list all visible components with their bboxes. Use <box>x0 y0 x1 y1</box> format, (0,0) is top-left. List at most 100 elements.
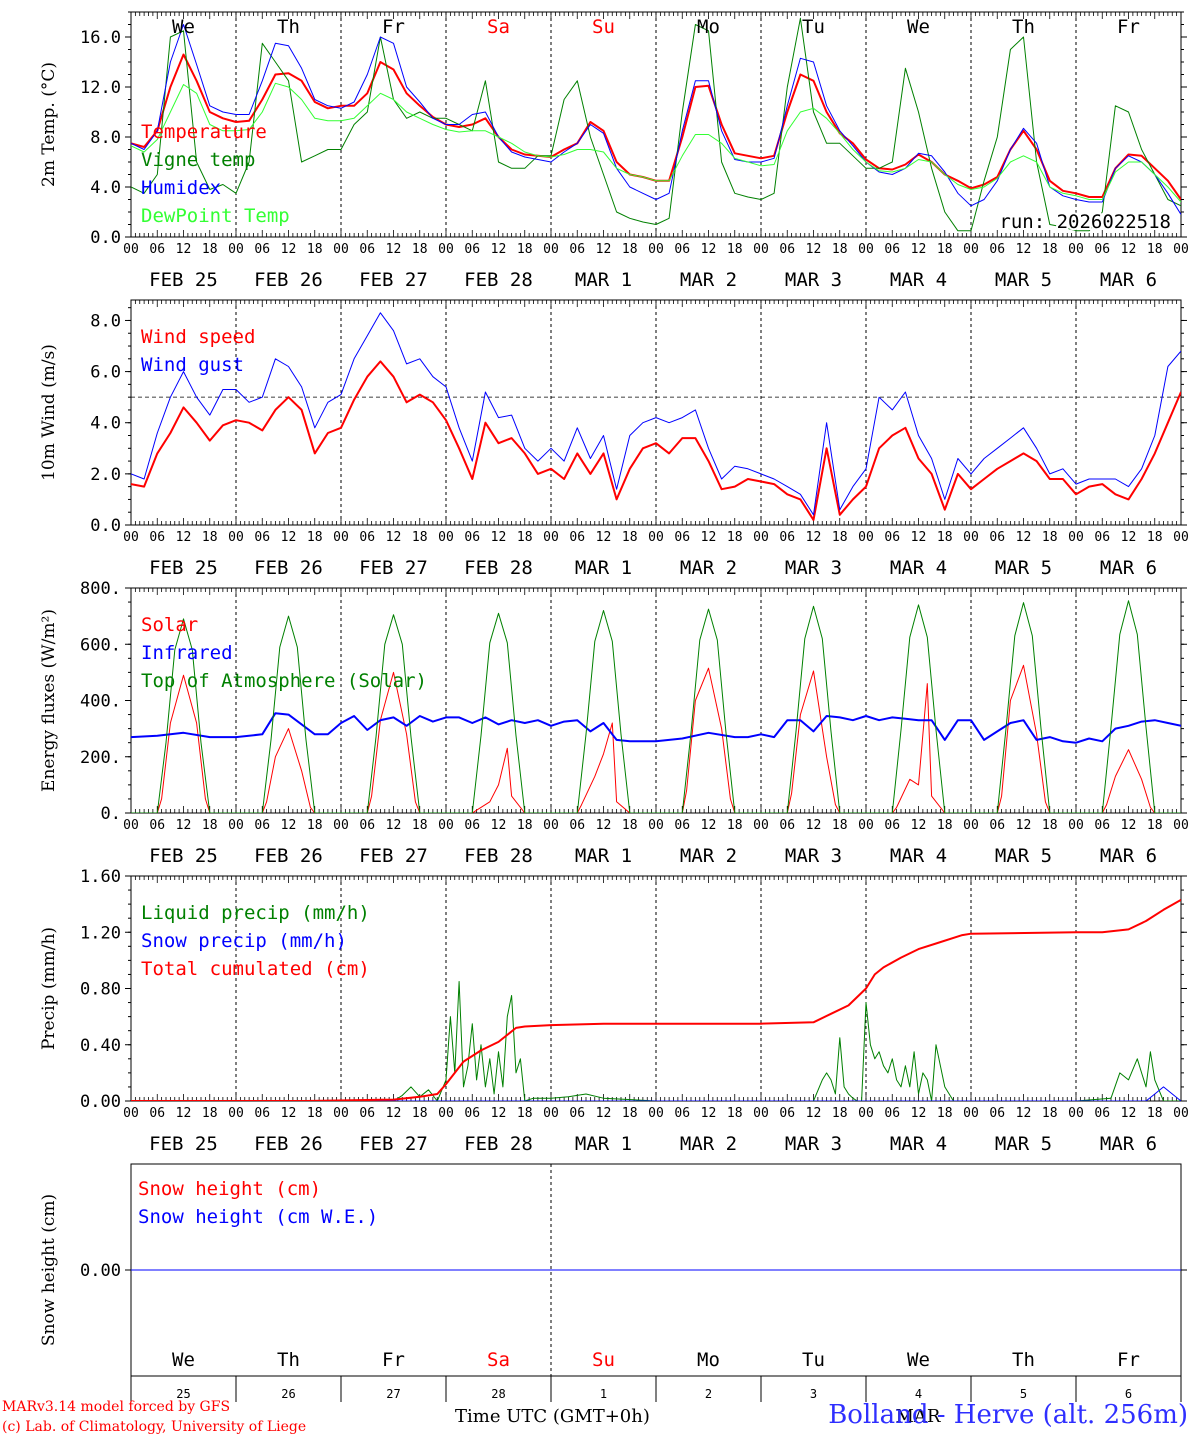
hour-label: 18 <box>202 242 218 257</box>
legend-entry: Humidex <box>141 177 221 199</box>
weekday-label: Su <box>592 16 615 38</box>
hour-label: 18 <box>517 1106 533 1121</box>
y-tick-label: 0.00 <box>80 1092 121 1112</box>
hour-label: 12 <box>596 530 612 545</box>
weekday-label: Th <box>277 16 300 38</box>
series-line <box>131 712 1181 744</box>
hour-label: 18 <box>412 1106 428 1121</box>
hour-label: 18 <box>202 818 218 833</box>
date-label: MAR 4 <box>890 845 947 867</box>
day-number: 6 <box>1125 1387 1132 1401</box>
hour-label: 00 <box>753 818 769 833</box>
legend-entry: Snow height (cm W.E.) <box>138 1206 378 1228</box>
y-tick-label: 12.0 <box>80 78 121 98</box>
date-label: FEB 26 <box>254 269 323 291</box>
date-label: MAR 2 <box>680 269 737 291</box>
legend-entry: Total cumulated (cm) <box>141 958 370 980</box>
date-label: FEB 27 <box>359 845 428 867</box>
hour-label: 06 <box>149 818 165 833</box>
hour-label: 12 <box>386 530 402 545</box>
weekday-label: Th <box>1012 1349 1035 1371</box>
hour-label: 18 <box>727 1106 743 1121</box>
hour-label: 18 <box>202 1106 218 1121</box>
legend-entry: Snow height (cm) <box>138 1178 321 1200</box>
hour-label: 00 <box>438 818 454 833</box>
hour-label: 12 <box>386 818 402 833</box>
date-label: MAR 4 <box>890 269 947 291</box>
hour-label: 06 <box>1094 242 1110 257</box>
hour-label: 12 <box>1016 1106 1032 1121</box>
hour-label: 06 <box>989 530 1005 545</box>
hour-label: 00 <box>753 242 769 257</box>
hour-label: 00 <box>333 530 349 545</box>
hour-label: 00 <box>858 242 874 257</box>
y-tick-label: 1.20 <box>80 923 121 943</box>
y-tick-label: 0.00 <box>80 1261 121 1281</box>
run-label: run: 2026022518 <box>999 211 1171 233</box>
hour-label: 00 <box>228 530 244 545</box>
hour-label: 06 <box>674 530 690 545</box>
y-tick-label: 6.0 <box>90 363 121 383</box>
series-line <box>131 82 1181 203</box>
hour-label: 00 <box>333 1106 349 1121</box>
day-number: 5 <box>1020 1387 1027 1401</box>
hour-label: 06 <box>149 530 165 545</box>
hour-label: 12 <box>176 818 192 833</box>
hour-label: 18 <box>307 1106 323 1121</box>
y-tick-label: 8.0 <box>90 128 121 148</box>
hour-label: 06 <box>254 818 270 833</box>
day-number: 26 <box>281 1387 295 1401</box>
hour-label: 06 <box>989 242 1005 257</box>
hour-label: 18 <box>1147 242 1163 257</box>
day-number: 2 <box>705 1387 712 1401</box>
y-tick-label: 8.0 <box>90 311 121 331</box>
series-line <box>131 312 1181 516</box>
date-label: MAR 5 <box>995 845 1052 867</box>
hour-label: 06 <box>1094 818 1110 833</box>
date-label: MAR 5 <box>995 1133 1052 1155</box>
hour-label: 06 <box>569 242 585 257</box>
hour-label: 00 <box>438 1106 454 1121</box>
hour-label: 00 <box>543 242 559 257</box>
legend-entry: Top of Atmosphere (Solar) <box>141 670 427 692</box>
hour-label: 18 <box>622 1106 638 1121</box>
date-label: MAR 6 <box>1100 845 1157 867</box>
hour-label: 00 <box>228 242 244 257</box>
day-number: 3 <box>810 1387 817 1401</box>
y-tick-label: 16.0 <box>80 28 121 48</box>
hour-label: 18 <box>517 818 533 833</box>
series-line <box>131 24 1181 215</box>
hour-label: 12 <box>281 530 297 545</box>
hour-label: 00 <box>123 1106 139 1121</box>
hour-label: 06 <box>359 818 375 833</box>
date-label: FEB 27 <box>359 557 428 579</box>
hour-label: 12 <box>806 242 822 257</box>
hour-label: 06 <box>884 530 900 545</box>
hour-label: 18 <box>727 242 743 257</box>
date-label: FEB 25 <box>149 1133 218 1155</box>
lab-copyright: (c) Lab. of Climatology, University of L… <box>2 1419 307 1435</box>
hour-label: 12 <box>1121 242 1137 257</box>
hour-label: 06 <box>779 530 795 545</box>
hour-label: 18 <box>307 242 323 257</box>
hour-label: 18 <box>832 530 848 545</box>
series-line <box>131 981 1181 1101</box>
series-line <box>131 17 1181 232</box>
hour-label: 00 <box>123 818 139 833</box>
hour-label: 12 <box>701 1106 717 1121</box>
hour-label: 06 <box>464 242 480 257</box>
hour-label: 18 <box>412 242 428 257</box>
legend-entry: Snow precip (mm/h) <box>141 930 347 952</box>
hour-label: 00 <box>1173 242 1189 257</box>
panel-energy: 0. 200. 400. 600. 800. Energy fluxes (W/m²) So… <box>39 579 1189 867</box>
date-label: MAR 4 <box>890 1133 947 1155</box>
hour-label: 06 <box>989 1106 1005 1121</box>
hour-label: 12 <box>701 242 717 257</box>
date-label: MAR 2 <box>680 557 737 579</box>
date-label: FEB 28 <box>464 845 533 867</box>
hour-label: 00 <box>1068 818 1084 833</box>
hour-label: 06 <box>569 1106 585 1121</box>
hour-label: 12 <box>701 530 717 545</box>
hour-label: 00 <box>1068 1106 1084 1121</box>
